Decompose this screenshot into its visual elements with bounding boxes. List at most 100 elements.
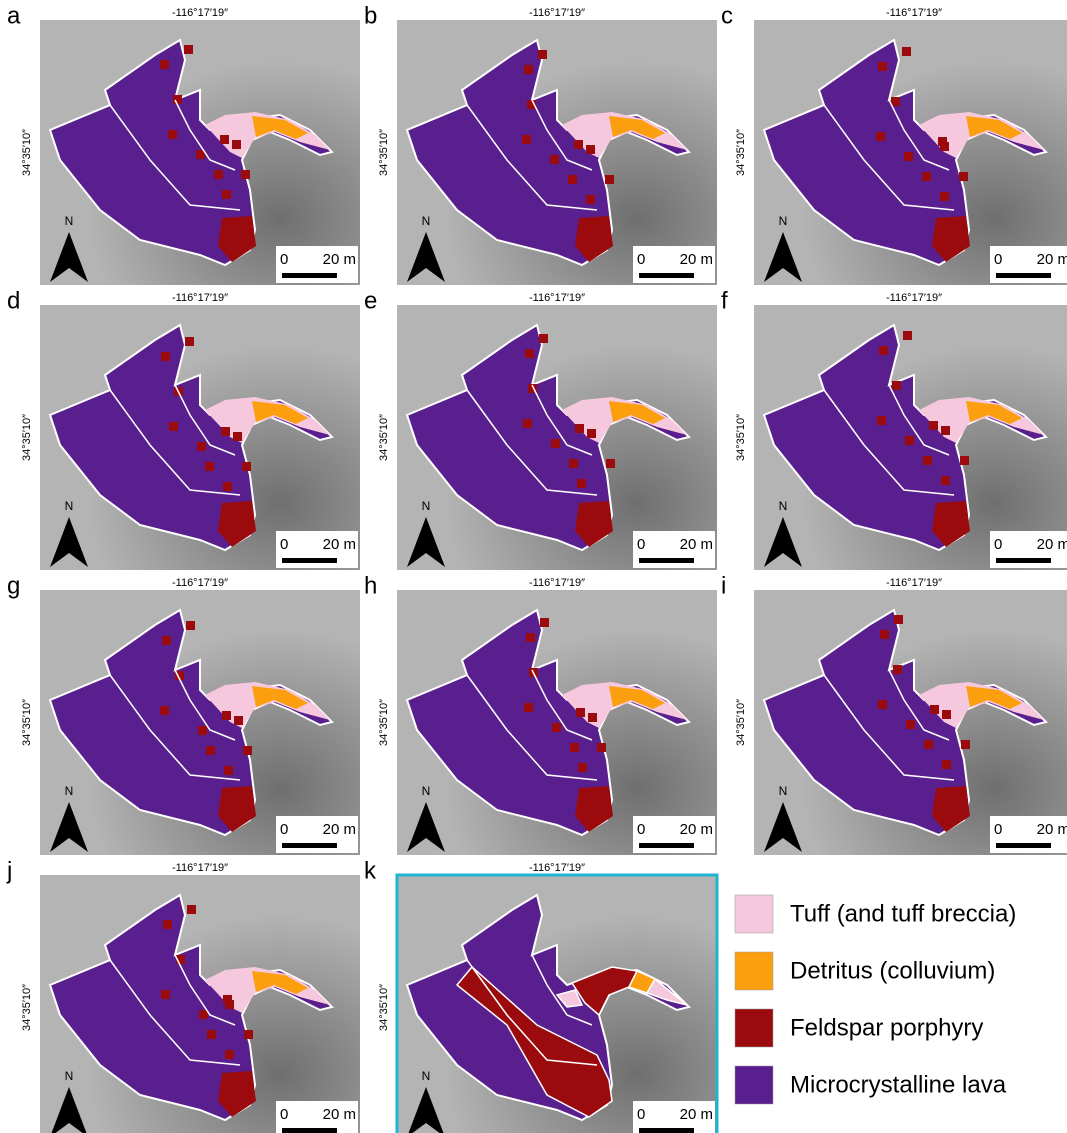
scale-bar xyxy=(996,558,1051,563)
porphyry-pixel xyxy=(224,766,233,775)
porphyry-pixel xyxy=(207,1030,216,1039)
porphyry-pixel xyxy=(902,47,911,56)
longitude-label: -116°17′19″ xyxy=(172,862,228,874)
porphyry-pixel xyxy=(222,190,231,199)
porphyry-pixel xyxy=(161,990,170,999)
porphyry-pixel xyxy=(903,331,912,340)
porphyry-pixel xyxy=(160,706,169,715)
porphyry-pixel xyxy=(577,479,586,488)
scale-bar xyxy=(282,1128,337,1133)
map: 020 mN xyxy=(397,305,717,570)
porphyry-pixel xyxy=(941,476,950,485)
porphyry-pixel xyxy=(225,1050,234,1059)
scale-start: 0 xyxy=(994,536,1002,553)
porphyry-pixel xyxy=(876,132,885,141)
porphyry-pixel xyxy=(222,711,231,720)
map: 020 mN xyxy=(40,20,360,285)
panel-letter: c xyxy=(721,2,733,29)
porphyry-pixel xyxy=(524,65,533,74)
porphyry-pixel xyxy=(168,130,177,139)
north-label: N xyxy=(65,784,74,798)
porphyry-pixel xyxy=(551,439,560,448)
scale-start: 0 xyxy=(637,251,645,268)
porphyry-pixel xyxy=(606,459,615,468)
porphyry-pixel xyxy=(242,462,251,471)
panel-letter: a xyxy=(7,2,21,29)
scale-end: 20 m xyxy=(680,1106,713,1123)
porphyry-pixel xyxy=(223,482,232,491)
north-label: N xyxy=(422,1069,431,1083)
map: 020 mN xyxy=(397,590,717,855)
latitude-label: 34°35′10″ xyxy=(21,414,33,461)
scale-bar xyxy=(639,843,694,848)
porphyry-pixel xyxy=(214,170,223,179)
legend-swatch xyxy=(735,952,773,990)
porphyry-pixel xyxy=(586,195,595,204)
porphyry-pixel xyxy=(187,905,196,914)
scale-end: 20 m xyxy=(1037,251,1067,268)
porphyry-pixel xyxy=(923,456,932,465)
panel-letter: f xyxy=(721,287,728,314)
porphyry-pixel xyxy=(163,920,172,929)
scale-start: 0 xyxy=(280,1106,288,1123)
porphyry-pixel xyxy=(161,352,170,361)
latitude-label: 34°35′10″ xyxy=(21,699,33,746)
latitude-label: 34°35′10″ xyxy=(735,699,747,746)
porphyry-pixel xyxy=(525,349,534,358)
map-panel: h-116°17′19″34°35′10″020 mN xyxy=(364,572,717,855)
longitude-label: -116°17′19″ xyxy=(886,292,942,304)
legend-swatch xyxy=(735,1009,773,1047)
scale-bar xyxy=(996,273,1051,278)
map-panel: j-116°17′19″34°35′10″020 mN xyxy=(6,857,360,1133)
longitude-label: -116°17′19″ xyxy=(529,577,585,589)
panel-letter: k xyxy=(364,857,377,884)
porphyry-pixel xyxy=(891,97,900,106)
porphyry-pixel xyxy=(206,746,215,755)
porphyry-pixel xyxy=(205,462,214,471)
porphyry-pixel xyxy=(893,665,902,674)
porphyry-pixel xyxy=(524,703,533,712)
longitude-label: -116°17′19″ xyxy=(172,7,228,19)
porphyry-pixel xyxy=(942,760,951,769)
north-label: N xyxy=(65,499,74,513)
porphyry-pixel xyxy=(233,432,242,441)
legend-label: Microcrystalline lava xyxy=(790,1071,1007,1098)
panel-letter: j xyxy=(6,857,12,884)
scale-bar xyxy=(996,843,1051,848)
porphyry-pixel xyxy=(160,60,169,69)
scale-end: 20 m xyxy=(323,251,356,268)
north-label: N xyxy=(422,784,431,798)
map-panel: b-116°17′19″34°35′10″020 mN xyxy=(364,2,717,285)
porphyry-pixel xyxy=(588,713,597,722)
map: 020 mN xyxy=(754,305,1067,570)
scale-end: 20 m xyxy=(323,536,356,553)
legend-swatch xyxy=(735,895,773,933)
panel-letter: h xyxy=(364,572,377,599)
scale-bar xyxy=(282,273,337,278)
latitude-label: 34°35′10″ xyxy=(21,129,33,176)
scale-bar xyxy=(639,273,694,278)
porphyry-pixel xyxy=(244,1030,253,1039)
porphyry-pixel xyxy=(574,140,583,149)
map-panel: e-116°17′19″34°35′10″020 mN xyxy=(364,287,717,570)
longitude-label: -116°17′19″ xyxy=(529,862,585,874)
porphyry-pixel xyxy=(959,172,968,181)
porphyry-pixel xyxy=(184,45,193,54)
figure: a-116°17′19″34°35′10″020 mNb-116°17′19″3… xyxy=(0,0,1067,1133)
map: 0 20 m N xyxy=(40,305,360,570)
panel-letter: g xyxy=(7,572,20,599)
porphyry-pixel xyxy=(243,746,252,755)
longitude-label: -116°17′19″ xyxy=(529,292,585,304)
scale-bar xyxy=(282,558,337,563)
porphyry-pixel xyxy=(221,427,230,436)
porphyry-pixel xyxy=(570,743,579,752)
north-label: N xyxy=(422,214,431,228)
scale-start: 0 xyxy=(994,821,1002,838)
porphyry-pixel xyxy=(186,621,195,630)
scale-start: 0 xyxy=(280,821,288,838)
scale-start: 0 xyxy=(280,536,288,553)
latitude-label: 34°35′10″ xyxy=(378,129,390,176)
porphyry-pixel xyxy=(880,630,889,639)
